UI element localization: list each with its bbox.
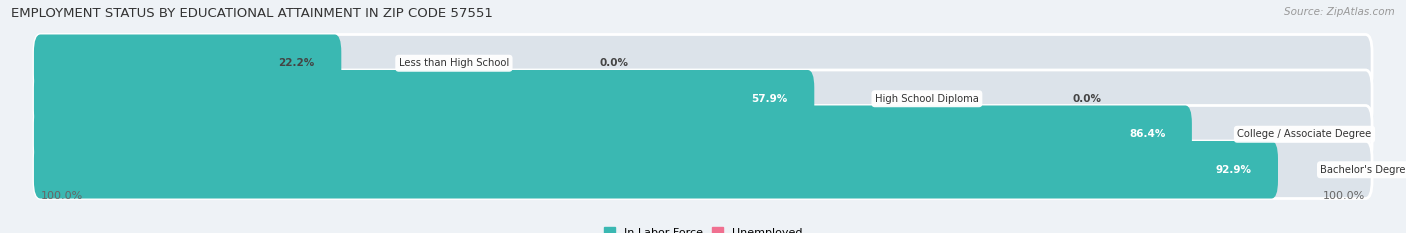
FancyBboxPatch shape (34, 34, 1372, 92)
FancyBboxPatch shape (34, 141, 1278, 199)
FancyBboxPatch shape (34, 34, 342, 92)
Text: Less than High School: Less than High School (399, 58, 509, 68)
Text: Bachelor's Degree or higher: Bachelor's Degree or higher (1320, 165, 1406, 175)
Text: 22.2%: 22.2% (278, 58, 315, 68)
FancyBboxPatch shape (34, 141, 1372, 199)
Text: EMPLOYMENT STATUS BY EDUCATIONAL ATTAINMENT IN ZIP CODE 57551: EMPLOYMENT STATUS BY EDUCATIONAL ATTAINM… (11, 7, 494, 20)
FancyBboxPatch shape (34, 106, 1192, 163)
FancyBboxPatch shape (34, 70, 1372, 127)
Text: College / Associate Degree: College / Associate Degree (1237, 129, 1372, 139)
FancyBboxPatch shape (34, 106, 1372, 163)
Text: 100.0%: 100.0% (41, 191, 83, 201)
Text: Source: ZipAtlas.com: Source: ZipAtlas.com (1284, 7, 1395, 17)
Text: 0.0%: 0.0% (1073, 94, 1102, 104)
Text: High School Diploma: High School Diploma (875, 94, 979, 104)
FancyBboxPatch shape (34, 70, 814, 127)
Text: 100.0%: 100.0% (1323, 191, 1365, 201)
Text: 57.9%: 57.9% (752, 94, 787, 104)
Text: 0.0%: 0.0% (600, 58, 628, 68)
Text: 86.4%: 86.4% (1129, 129, 1166, 139)
Text: 92.9%: 92.9% (1216, 165, 1251, 175)
Legend: In Labor Force, Unemployed: In Labor Force, Unemployed (599, 223, 807, 233)
